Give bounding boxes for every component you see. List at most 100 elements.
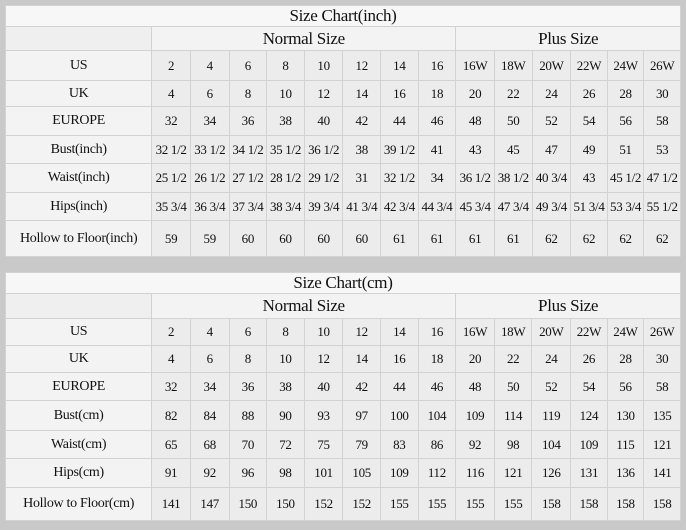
- row-label: Bust(cm): [4, 400, 153, 431]
- table-cell: 109: [570, 430, 608, 459]
- table-cell: 61: [455, 220, 495, 257]
- table-cell: 155: [417, 487, 457, 521]
- row-label: Hips(inch): [4, 192, 153, 221]
- table-cell: 88: [228, 400, 268, 431]
- table-cell: 104: [531, 430, 572, 459]
- row-label: Hollow to Floor(cm): [4, 487, 153, 521]
- table-row: Waist(inch) 25 1/2 26 1/2 27 1/2 28 1/2 29 1/…: [4, 163, 681, 193]
- table-cell: 32 1/2: [151, 135, 191, 164]
- table-row: UK 4 6 8 10 12 14 16 18 20 22 24 26 28 30: [4, 80, 681, 107]
- table-cell: 54: [570, 372, 608, 401]
- table-row: EUROPE 32 34 36 38 40 42 44 46 48 50 52 54 56 58: [4, 106, 681, 136]
- table-cell: 36 1/2: [303, 135, 344, 164]
- table-cell: 45: [493, 135, 533, 164]
- table-cell: 41 3/4: [342, 192, 382, 221]
- table-cell: 8: [228, 80, 268, 107]
- table-cell: 25 1/2: [151, 163, 191, 193]
- table-cell: 26: [570, 80, 608, 107]
- table-cell: 10: [303, 318, 344, 346]
- table-cell: 35 1/2: [266, 135, 305, 164]
- table-cell: 8: [266, 50, 305, 81]
- table-cell: 36: [228, 372, 268, 401]
- table-cell: 72: [266, 430, 305, 459]
- table-cell: 59: [151, 220, 191, 257]
- table-cell: 46: [417, 106, 457, 136]
- table-cell: 104: [417, 400, 457, 431]
- table-cell: 16: [380, 345, 419, 373]
- table-cell: 58: [643, 106, 681, 136]
- table-cell: 155: [380, 487, 419, 521]
- table-cell: 38: [266, 106, 305, 136]
- table-cell: 6: [228, 318, 268, 346]
- table-cell: 58: [643, 372, 681, 401]
- table-cell: 135: [643, 400, 681, 431]
- table-cell: 31: [342, 163, 382, 193]
- table-cell: 62: [643, 220, 681, 257]
- table-cell: 36 1/2: [455, 163, 495, 193]
- table-cell: 155: [493, 487, 533, 521]
- table-cell: 70: [228, 430, 268, 459]
- table-cell: 35 3/4: [151, 192, 191, 221]
- table-cell: 45 1/2: [606, 163, 645, 193]
- table-cell: 79: [342, 430, 381, 459]
- table-cell: 105: [342, 458, 381, 488]
- table-cell: 62: [531, 220, 572, 257]
- table-cell: 42 3/4: [380, 192, 419, 221]
- table-cell: 84: [189, 400, 230, 431]
- table-row: EUROPE 32 34 36 38 40 42 44 46 48 50 52 54 56 58: [4, 372, 681, 401]
- table-cell: 60: [342, 220, 382, 257]
- table-cell: 141: [151, 487, 191, 521]
- table-cell: 24W: [606, 318, 645, 346]
- table-cell: 56: [606, 106, 645, 136]
- table-cell: 30: [643, 80, 681, 107]
- table-cell: 12: [303, 345, 344, 373]
- table-cell: 33 1/2: [189, 135, 230, 164]
- table-cell: 30: [643, 345, 681, 373]
- row-label: EUROPE: [4, 106, 153, 136]
- table-cell: 68: [189, 430, 230, 459]
- table-cell: 158: [643, 487, 681, 521]
- table-cell: 24: [531, 345, 572, 373]
- table-cell: 46: [417, 372, 457, 401]
- table-cell: 92: [189, 458, 230, 488]
- table-cell: 49 3/4: [531, 192, 572, 221]
- table-cell: 39 1/2: [380, 135, 419, 164]
- table-cell: 4: [189, 318, 230, 346]
- table-cell: 61: [380, 220, 419, 257]
- table-cell: 130: [606, 400, 645, 431]
- table-cell: 93: [303, 400, 344, 431]
- table-cell: 20: [455, 345, 495, 373]
- chart-title: Size Chart(cm): [5, 272, 681, 294]
- table-cell: 6: [228, 50, 268, 81]
- table-row: Hips(cm) 91 92 96 98 101 105 109 112 116 121 126 131…: [4, 458, 681, 488]
- table-cell: 61: [417, 220, 457, 257]
- table-cell: 8: [266, 318, 305, 346]
- blank-cell: [4, 26, 153, 51]
- table-cell: 150: [266, 487, 305, 521]
- table-cell: 40: [303, 106, 344, 136]
- table-cell: 152: [342, 487, 381, 521]
- table-cell: 75: [303, 430, 344, 459]
- table-row: US 2 4 6 8 10 12 14 16 16W 18W 20W 22W 24W 26W: [4, 318, 681, 346]
- table-cell: 32: [151, 372, 191, 401]
- table-cell: 42: [342, 372, 381, 401]
- table-row: US 2 4 6 8 10 12 14 16 16W 18W 20W 22W 24W 26W: [4, 50, 681, 81]
- row-label: US: [4, 318, 153, 346]
- table-cell: 20W: [531, 50, 572, 81]
- table-cell: 98: [266, 458, 305, 488]
- table-cell: 114: [493, 400, 533, 431]
- table-cell: 62: [606, 220, 645, 257]
- table-cell: 86: [417, 430, 457, 459]
- table-cell: 36 3/4: [189, 192, 230, 221]
- table-cell: 12: [342, 50, 382, 81]
- table-cell: 2: [151, 50, 191, 81]
- table-cell: 32: [151, 106, 191, 136]
- table-cell: 51 3/4: [570, 192, 608, 221]
- table-cell: 39 3/4: [303, 192, 344, 221]
- row-label: UK: [4, 80, 153, 107]
- table-cell: 121: [493, 458, 533, 488]
- table-cell: 26: [570, 345, 608, 373]
- normal-size-header: Normal Size: [151, 293, 457, 319]
- table-cell: 62: [570, 220, 608, 257]
- table-cell: 22: [493, 345, 533, 373]
